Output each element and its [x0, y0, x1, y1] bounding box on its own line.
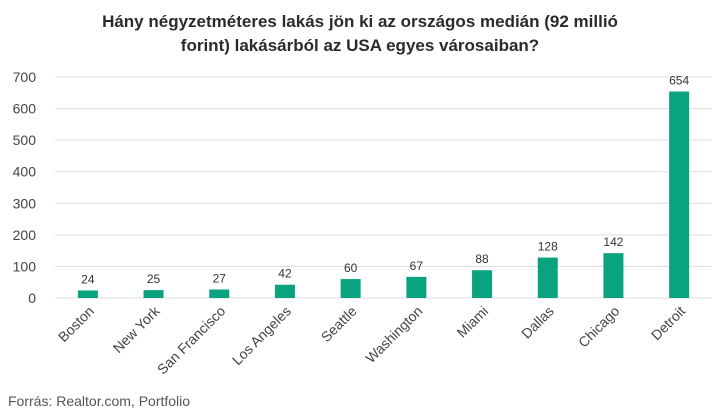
chart-title-line-1: Hány négyzetméteres lakás jön ki az orsz… — [102, 12, 618, 31]
data-label: 42 — [278, 267, 292, 281]
data-label: 88 — [475, 252, 489, 266]
bar — [209, 289, 230, 298]
bar — [537, 257, 558, 298]
bars — [77, 91, 690, 298]
bar — [603, 253, 624, 298]
y-axis-ticks: 0 100 200 300 400 500 600 700 — [13, 69, 37, 306]
y-tick-label: 400 — [13, 164, 37, 180]
data-label: 60 — [344, 261, 358, 275]
bar — [669, 91, 690, 298]
data-label: 142 — [603, 235, 623, 249]
bar — [274, 284, 295, 298]
bar — [472, 270, 493, 298]
y-tick-label: 700 — [13, 69, 37, 85]
x-tick-label: Chicago — [575, 303, 623, 351]
data-label: 24 — [81, 272, 95, 286]
source-note: Forrás: Realtor.com, Portfolio — [8, 393, 191, 409]
y-tick-label: 500 — [13, 132, 37, 148]
chart-title-line-2: forint) lakásárból az USA egyes városaib… — [180, 36, 540, 55]
x-tick-label: Miami — [453, 303, 491, 341]
x-tick-label: Seattle — [318, 303, 360, 345]
data-label: 67 — [410, 259, 424, 273]
bar — [77, 290, 98, 298]
x-tick-label: New York — [110, 302, 164, 356]
chart-title: Hány négyzetméteres lakás jön ki az orsz… — [40, 10, 680, 58]
y-tick-label: 0 — [28, 290, 36, 306]
x-tick-label: Washington — [362, 303, 425, 366]
y-tick-label: 600 — [13, 101, 37, 117]
x-tick-label: Boston — [55, 303, 97, 345]
data-label: 25 — [147, 272, 161, 286]
x-tick-label: Dallas — [518, 303, 557, 342]
data-labels: 24 25 27 42 60 67 88 128 142 654 — [81, 74, 689, 287]
bar — [406, 276, 427, 298]
bar — [143, 290, 164, 298]
y-tick-label: 200 — [13, 227, 37, 243]
y-tick-label: 100 — [13, 258, 37, 274]
x-tick-label: San Francisco — [154, 303, 229, 378]
x-tick-label: Detroit — [648, 303, 689, 344]
bar — [340, 279, 361, 298]
data-label: 128 — [538, 240, 558, 254]
x-tick-label: Los Angeles — [229, 303, 294, 368]
data-label: 654 — [669, 74, 689, 88]
gridlines — [55, 76, 712, 299]
data-label: 27 — [213, 271, 227, 285]
y-tick-label: 300 — [13, 195, 37, 211]
